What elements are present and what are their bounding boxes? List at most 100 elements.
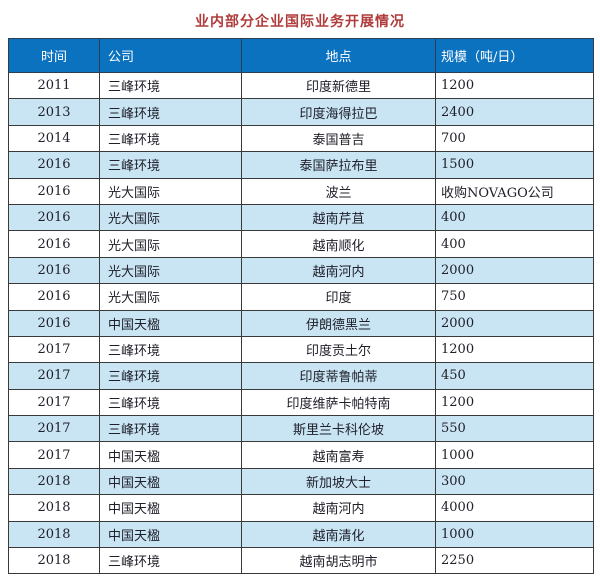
table-cell: 2016: [8, 256, 100, 285]
table-cell: 1000: [435, 441, 594, 469]
table-cell: 2017: [8, 441, 100, 469]
table-cell: 越南河内: [241, 256, 436, 285]
page-title: 业内部分企业国际业务开展情况: [195, 14, 405, 30]
table-cell: 中国天楹: [99, 494, 242, 522]
table-cell: 2000: [435, 309, 594, 337]
table-cell: 750: [435, 283, 594, 311]
table-row: 2017 三峰环境 印度维萨卡帕特南 1200: [8, 388, 594, 417]
table-cell: 越南清化: [241, 520, 436, 549]
header-cell: 时间: [8, 38, 100, 73]
table-cell: 300: [435, 467, 594, 496]
table-cell: 2018: [8, 467, 100, 496]
table-row: 2016 光大国际 越南芹苴 400: [8, 203, 594, 232]
table-row: 2013 三峰环境 印度海得拉巴 2400: [8, 98, 594, 126]
table-cell: 伊朗德黑兰: [241, 309, 436, 337]
table-cell: 2016: [8, 309, 100, 337]
table-cell: 2016: [8, 177, 100, 205]
table-cell: 三峰环境: [99, 151, 242, 179]
table-row: 2017 三峰环境 斯里兰卡科伦坡 550: [8, 415, 594, 443]
table-cell: 2016: [8, 151, 100, 179]
table-cell: 印度维萨卡帕特南: [241, 388, 436, 417]
table-row: 2016 中国天楹 伊朗德黑兰 2000: [8, 309, 594, 337]
table-cell: 三峰环境: [99, 335, 242, 364]
table-cell: 光大国际: [99, 283, 242, 311]
table-cell: 越南胡志明市: [241, 547, 436, 575]
table-cell: 2018: [8, 547, 100, 575]
table-cell: 三峰环境: [99, 362, 242, 390]
table-cell: 中国天楹: [99, 467, 242, 496]
table-row: 2018 中国天楹 新加坡大士 300: [8, 467, 594, 496]
table-cell: 2011: [8, 71, 100, 100]
table-cell: 三峰环境: [99, 98, 242, 126]
table-cell: 印度: [241, 283, 436, 311]
table-cell: 550: [435, 415, 594, 443]
table-cell: 三峰环境: [99, 547, 242, 575]
table-row: 2017 三峰环境 印度贡土尔 1200: [8, 335, 594, 364]
table-cell: 2017: [8, 335, 100, 364]
table-row: 2016 三峰环境 泰国萨拉布里 1500: [8, 151, 594, 179]
table-cell: 三峰环境: [99, 124, 242, 153]
table-cell: 400: [435, 230, 594, 258]
table-cell: 4000: [435, 494, 594, 522]
table-cell: 2016: [8, 230, 100, 258]
table-row: 2018 中国天楹 越南河内 4000: [8, 494, 594, 522]
table-cell: 中国天楹: [99, 520, 242, 549]
table-cell: 三峰环境: [99, 388, 242, 417]
table-header-row: 时间 公司 地点 规模（吨/日）: [8, 38, 594, 73]
table-cell: 越南河内: [241, 494, 436, 522]
table-cell: 450: [435, 362, 594, 390]
table-row: 2014 三峰环境 泰国普吉 700: [8, 124, 594, 153]
table-cell: 2016: [8, 283, 100, 311]
table-row: 2016 光大国际 波兰 收购NOVAGO公司: [8, 177, 594, 205]
table-cell: 2017: [8, 362, 100, 390]
table-row: 2018 三峰环境 越南胡志明市 2250: [8, 547, 594, 575]
table-cell: 2017: [8, 388, 100, 417]
table-cell: 三峰环境: [99, 71, 242, 100]
table-body: 2011 三峰环境 印度新德里 1200 2013 三峰环境 印度海得拉巴 2400 2014 三…: [8, 71, 594, 575]
table-cell: 700: [435, 124, 594, 153]
table-cell: 2250: [435, 547, 594, 575]
table-cell: 2000: [435, 256, 594, 285]
table-cell: 三峰环境: [99, 415, 242, 443]
table-cell: 印度海得拉巴: [241, 98, 436, 126]
table-row: 2016 光大国际 越南顺化 400: [8, 230, 594, 258]
header-cell: 规模（吨/日）: [435, 38, 594, 73]
table-cell: 越南顺化: [241, 230, 436, 258]
table-row: 2017 中国天楹 越南富寿 1000: [8, 441, 594, 469]
table-cell: 越南富寿: [241, 441, 436, 469]
table-cell: 1500: [435, 151, 594, 179]
header-cell: 公司: [99, 38, 242, 73]
table-cell: 收购NOVAGO公司: [435, 177, 594, 205]
table-row: 2011 三峰环境 印度新德里 1200: [8, 71, 594, 100]
table-cell: 光大国际: [99, 203, 242, 232]
table-cell: 1000: [435, 520, 594, 549]
table-cell: 斯里兰卡科伦坡: [241, 415, 436, 443]
table-cell: 光大国际: [99, 230, 242, 258]
table-cell: 波兰: [241, 177, 436, 205]
table-cell: 印度蒂鲁帕蒂: [241, 362, 436, 390]
table-cell: 印度新德里: [241, 71, 436, 100]
table-cell: 2014: [8, 124, 100, 153]
table-cell: 光大国际: [99, 177, 242, 205]
table-cell: 光大国际: [99, 256, 242, 285]
table-cell: 1200: [435, 335, 594, 364]
table-cell: 2017: [8, 415, 100, 443]
table-cell: 2016: [8, 203, 100, 232]
table-row: 2017 三峰环境 印度蒂鲁帕蒂 450: [8, 362, 594, 390]
table-cell: 2018: [8, 520, 100, 549]
table-row: 2018 中国天楹 越南清化 1000: [8, 520, 594, 549]
table-row: 2016 光大国际 越南河内 2000: [8, 256, 594, 285]
international-business-table: 时间 公司 地点 规模（吨/日） 2011 三峰环境 印度新德里 1200 2013 三峰环境印…: [8, 38, 594, 575]
table-cell: 印度贡土尔: [241, 335, 436, 364]
table-cell: 新加坡大士: [241, 467, 436, 496]
table-cell: 越南芹苴: [241, 203, 436, 232]
table-cell: 中国天楹: [99, 309, 242, 337]
table-row: 2016 光大国际 印度 750: [8, 283, 594, 311]
table-cell: 中国天楹: [99, 441, 242, 469]
table-cell: 泰国普吉: [241, 124, 436, 153]
table-cell: 1200: [435, 388, 594, 417]
table-cell: 泰国萨拉布里: [241, 151, 436, 179]
table-cell: 1200: [435, 71, 594, 100]
table-cell: 2400: [435, 98, 594, 126]
table-cell: 2018: [8, 494, 100, 522]
